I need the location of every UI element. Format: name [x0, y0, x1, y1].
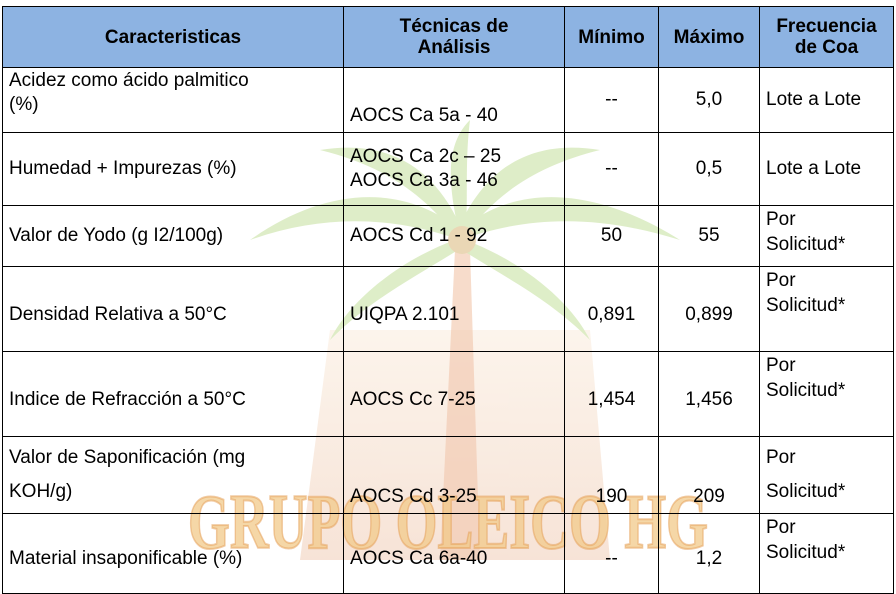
header-characteristics: Caracteristicas — [2, 6, 344, 68]
characteristic-line1: Valor de Saponificación (mg — [9, 447, 246, 468]
frequency-line1: Por — [766, 517, 796, 538]
technique-line2: AOCS Ca 3a - 46 — [350, 170, 498, 191]
cell-frequency: Lote a Lote — [759, 132, 894, 206]
frequency-line2: Solicitud* — [766, 234, 846, 255]
header-minimum: Mínimo — [564, 6, 659, 68]
header-maximum: Máximo — [658, 6, 760, 68]
cell-maximum: 0,899 — [658, 266, 760, 352]
table-row: Densidad Relativa a 50°C UIQPA 2.101 0,8… — [2, 266, 894, 352]
table-row: Material insaponificable (%) AOCS Ca 6a-… — [2, 513, 894, 594]
cell-frequency: Por Solicitud* — [759, 436, 894, 514]
cell-characteristic: Valor de Yodo (g I2/100g) — [2, 205, 344, 267]
header-frequency-line2: de Coa — [794, 37, 859, 58]
cell-technique: AOCS Cd 3-25 — [343, 436, 565, 514]
header-technique-line1: Técnicas de — [399, 16, 509, 37]
cell-characteristic: Indice de Refracción a 50°C — [2, 351, 344, 437]
table-row: Valor de Yodo (g I2/100g) AOCS Cd 1 - 92… — [2, 205, 894, 267]
cell-minimum: -- — [564, 132, 659, 206]
document-page: GRUPO OLEICO HG Caracteristicas Técnicas… — [2, 6, 894, 594]
frequency-line2: Solicitud* — [766, 295, 846, 316]
cell-technique: AOCS Ca 6a-40 — [343, 513, 565, 594]
frequency-line2: Solicitud* — [766, 380, 846, 401]
frequency-line2: Solicitud* — [766, 481, 846, 502]
cell-technique: UIQPA 2.101 — [343, 266, 565, 352]
cell-frequency: Por Solicitud* — [759, 266, 894, 352]
frequency-line1: Por — [766, 270, 796, 291]
characteristic-line1: Acidez como ácido palmitico — [9, 70, 249, 91]
cell-technique: AOCS Ca 2c – 25 AOCS Ca 3a - 46 — [343, 132, 565, 206]
cell-maximum: 209 — [658, 436, 760, 514]
cell-characteristic: Valor de Saponificación (mg KOH/g) — [2, 436, 344, 514]
cell-minimum: 190 — [564, 436, 659, 514]
table-row: Acidez como ácido palmitico (%) AOCS Ca … — [2, 67, 894, 133]
cell-characteristic: Humedad + Impurezas (%) — [2, 132, 344, 206]
technique-line1: AOCS Ca 2c – 25 — [350, 146, 502, 167]
header-frequency: Frecuencia de Coa — [759, 6, 894, 68]
cell-frequency: Por Solicitud* — [759, 513, 894, 594]
cell-technique: AOCS Ca 5a - 40 — [343, 67, 565, 133]
header-technique-line2: Análisis — [417, 37, 491, 58]
cell-minimum: -- — [564, 67, 659, 133]
cell-technique: AOCS Cd 1 - 92 — [343, 205, 565, 267]
frequency-line1: Por — [766, 355, 796, 376]
cell-minimum: 50 — [564, 205, 659, 267]
cell-characteristic: Material insaponificable (%) — [2, 513, 344, 594]
table-row: Valor de Saponificación (mg KOH/g) AOCS … — [2, 436, 894, 514]
cell-characteristic: Acidez como ácido palmitico (%) — [2, 67, 344, 133]
cell-maximum: 0,5 — [658, 132, 760, 206]
cell-characteristic: Densidad Relativa a 50°C — [2, 266, 344, 352]
frequency-line1: Por — [766, 447, 796, 468]
table-row: Humedad + Impurezas (%) AOCS Ca 2c – 25 … — [2, 132, 894, 206]
cell-maximum: 5,0 — [658, 67, 760, 133]
cell-frequency: Por Solicitud* — [759, 205, 894, 267]
cell-frequency: Por Solicitud* — [759, 351, 894, 437]
characteristic-line2: (%) — [9, 94, 39, 115]
table-row: Indice de Refracción a 50°C AOCS Cc 7-25… — [2, 351, 894, 437]
cell-maximum: 1,2 — [658, 513, 760, 594]
cell-minimum: 1,454 — [564, 351, 659, 437]
frequency-line1: Por — [766, 209, 796, 230]
cell-minimum: 0,891 — [564, 266, 659, 352]
frequency-line2: Solicitud* — [766, 542, 846, 563]
cell-maximum: 55 — [658, 205, 760, 267]
cell-maximum: 1,456 — [658, 351, 760, 437]
characteristic-line2: KOH/g) — [9, 481, 73, 502]
cell-frequency: Lote a Lote — [759, 67, 894, 133]
cell-minimum: -- — [564, 513, 659, 594]
header-technique: Técnicas de Análisis — [343, 6, 565, 68]
table-header-row: Caracteristicas Técnicas de Análisis Mín… — [2, 6, 894, 68]
cell-technique: AOCS Cc 7-25 — [343, 351, 565, 437]
header-frequency-line1: Frecuencia — [776, 16, 877, 37]
specifications-table: Caracteristicas Técnicas de Análisis Mín… — [2, 6, 894, 594]
